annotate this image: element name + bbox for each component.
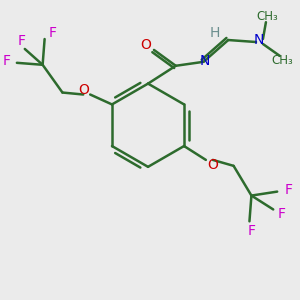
Text: O: O — [141, 38, 152, 52]
Text: N: N — [199, 54, 210, 68]
Text: F: F — [277, 207, 285, 221]
Text: F: F — [49, 26, 56, 40]
Text: F: F — [3, 54, 11, 68]
Text: F: F — [285, 183, 293, 196]
Text: CH₃: CH₃ — [271, 54, 292, 67]
Text: CH₃: CH₃ — [256, 10, 278, 23]
Text: N: N — [254, 33, 264, 47]
Text: O: O — [207, 158, 218, 172]
Text: F: F — [248, 224, 255, 238]
Text: O: O — [78, 82, 89, 97]
Text: H: H — [209, 26, 220, 40]
Text: F: F — [18, 34, 26, 48]
